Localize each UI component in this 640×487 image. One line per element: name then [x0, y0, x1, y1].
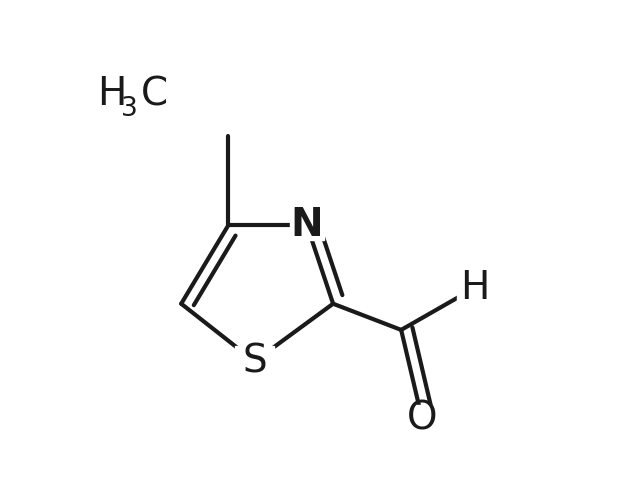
Bar	[290, 211, 324, 240]
Text: O: O	[407, 400, 437, 438]
Text: H: H	[97, 75, 127, 113]
Text: C: C	[140, 75, 168, 113]
Text: N: N	[291, 206, 323, 244]
Text: H: H	[460, 269, 489, 307]
Bar	[235, 346, 274, 377]
Text: S: S	[242, 342, 267, 380]
Bar	[405, 405, 439, 433]
Bar	[458, 274, 492, 302]
Text: 3: 3	[121, 96, 138, 122]
